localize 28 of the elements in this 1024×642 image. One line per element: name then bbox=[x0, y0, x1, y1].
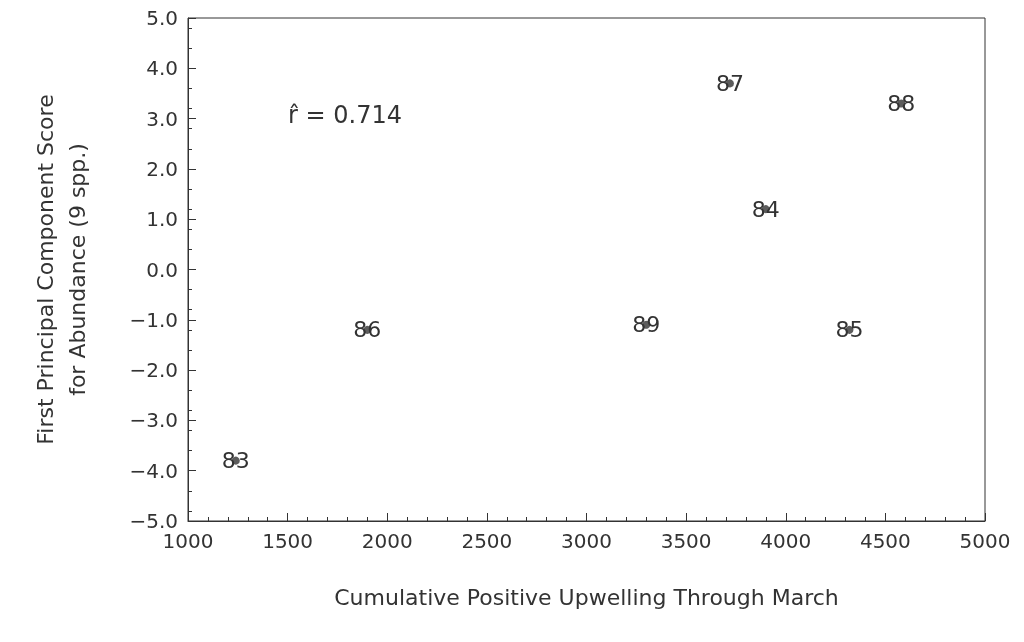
x-tick-label: 4000 bbox=[760, 529, 812, 553]
y-axis-title: First Principal Component Score for Abundance (9 spp.) bbox=[32, 94, 90, 445]
y-tick-label: −4.0 bbox=[129, 458, 178, 483]
annotation: 85 bbox=[835, 317, 864, 343]
y-tick-label: 3.0 bbox=[146, 106, 178, 131]
annotation: 89 bbox=[632, 312, 661, 338]
x-tick-label: 2500 bbox=[461, 529, 513, 553]
y-tick-label: 2.0 bbox=[146, 156, 178, 181]
annotation: r̂ = 0.714 bbox=[288, 101, 402, 129]
x-tick-label: 3500 bbox=[660, 529, 712, 553]
x-tick-label: 1500 bbox=[262, 529, 314, 553]
x-tick-label: 5000 bbox=[959, 529, 1011, 553]
y-tick-label: −3.0 bbox=[129, 408, 178, 433]
annotation: 83 bbox=[221, 448, 250, 474]
x-axis-title: Cumulative Positive Upwelling Through March bbox=[334, 584, 839, 610]
y-tick-label: 5.0 bbox=[146, 6, 178, 30]
annotation: 87 bbox=[715, 70, 744, 96]
y-tick-label: 1.0 bbox=[146, 207, 178, 232]
annotation: 88 bbox=[887, 91, 916, 117]
x-tick-label: 4500 bbox=[859, 529, 911, 553]
y-tick-label: 0.0 bbox=[146, 257, 178, 282]
y-tick-label: −2.0 bbox=[129, 358, 178, 383]
x-tick-label: 2000 bbox=[361, 529, 413, 553]
y-tick-label: 4.0 bbox=[146, 56, 178, 81]
x-tick-label: 3000 bbox=[561, 529, 612, 553]
y-tick-label: −1.0 bbox=[129, 307, 178, 332]
annotation: 84 bbox=[751, 196, 780, 222]
annotation: 86 bbox=[353, 317, 382, 343]
